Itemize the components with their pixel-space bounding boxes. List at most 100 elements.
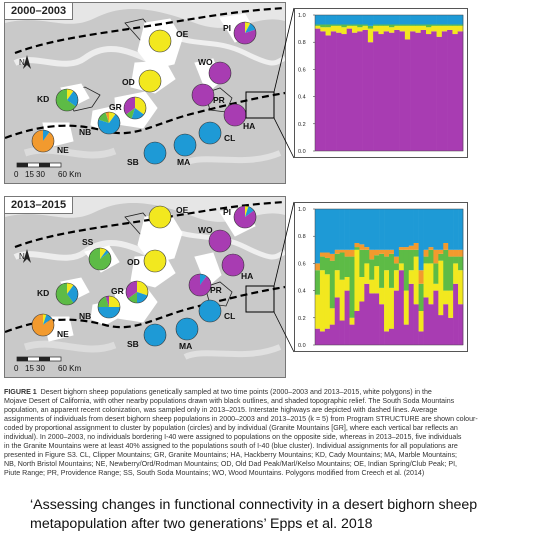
bar-segment-blue — [428, 209, 434, 248]
bar-segment-blue — [452, 15, 459, 25]
bar-segment-yellow — [453, 263, 459, 284]
pie-slice-green — [56, 89, 76, 111]
bar-segment-blue — [315, 15, 321, 25]
bar-segment-blue — [457, 15, 464, 25]
bar-segment-purple — [357, 31, 363, 151]
bar-segment-green — [404, 24, 411, 26]
bar-segment-purple — [420, 29, 427, 151]
svg-text:15: 15 — [25, 364, 34, 373]
bar-segment-yellow — [389, 287, 395, 329]
bar-segment-green — [325, 24, 332, 28]
zoom-connectors — [245, 7, 295, 353]
bar-segment-blue — [399, 15, 406, 25]
bar-segment-blue — [324, 209, 331, 253]
bar-segment-purple — [364, 283, 370, 345]
bar-segment-yellow — [341, 27, 348, 35]
pie-slice-purple — [105, 296, 109, 307]
bar-segment-blue — [436, 15, 443, 25]
bar-segment-purple — [441, 31, 448, 151]
bar-segment-orange — [359, 244, 365, 250]
population-pie-pr: PR — [188, 273, 222, 297]
y-tick-label: 0.2 — [298, 122, 306, 128]
bar-segment-orange — [334, 249, 340, 254]
map-2013-2015: N OE PI SS OD WO KD GR PR HA NB CL NE SB MA 0 15 30 6… — [5, 197, 285, 373]
bar-segment-purple — [389, 32, 395, 151]
bar-segment-green — [428, 249, 434, 264]
population-pie-cl: CL — [198, 121, 235, 145]
bar-segment-orange — [389, 249, 395, 254]
bar-segment-green — [415, 24, 422, 26]
pie-slice-blue — [98, 307, 120, 318]
pie-slice-green — [98, 296, 109, 307]
bar-segment-green — [443, 249, 449, 291]
pie-slice-orange — [31, 314, 54, 336]
bar-segment-green — [349, 256, 355, 318]
pie-slice-yellow — [149, 206, 171, 228]
population-pie-gr: GR — [111, 280, 149, 304]
bar-segment-yellow — [431, 25, 437, 32]
bar-segment-purple — [315, 28, 321, 152]
bar-segment-green — [329, 260, 336, 309]
y-tick-label: 0.2 — [298, 316, 306, 322]
pie-slice-blue — [131, 108, 144, 119]
bar-segment-yellow — [334, 270, 340, 298]
bar-segment-blue — [369, 209, 375, 250]
bar-segment-yellow — [457, 25, 464, 32]
bar-segment-green — [373, 24, 379, 26]
population-pie-nb: NB — [79, 111, 121, 137]
bar-segment-orange — [433, 249, 439, 264]
bar-segment-blue — [438, 209, 444, 250]
bar-segment-green — [384, 256, 390, 271]
bar-segment-purple — [423, 297, 429, 345]
bar-segment-yellow — [359, 277, 365, 302]
map-panel-2013-2015: N OE PI SS OD WO KD GR PR HA NB CL NE SB MA 0 15 30 6… — [4, 196, 286, 378]
bar-segment-blue — [320, 15, 326, 25]
svg-text:N: N — [19, 252, 25, 261]
bar-segment-blue — [379, 209, 385, 250]
bar-segment-purple — [369, 293, 375, 345]
bar-segment-yellow — [410, 25, 416, 32]
bar-segment-green — [357, 24, 363, 28]
bar-segment-green — [315, 24, 321, 26]
bar-segment-green — [378, 24, 385, 26]
bar-segment-yellow — [448, 290, 454, 318]
bar-segment-green — [369, 259, 375, 280]
bar-segment-orange — [369, 249, 375, 260]
bar-segment-green — [389, 253, 395, 288]
bar-segment-yellow — [324, 274, 331, 329]
bar-segment-yellow — [320, 27, 326, 32]
bar-segment-blue — [394, 15, 400, 25]
bar-segment-green — [354, 247, 360, 250]
bar-segment-purple — [330, 31, 337, 151]
population-pie-pr: PR — [191, 83, 225, 107]
pie-slice-purple — [224, 104, 246, 126]
bar-segment-green — [452, 24, 459, 26]
bar-segment-blue — [352, 15, 358, 25]
y-tick-label: 0.8 — [298, 234, 306, 240]
bar-segment-yellow — [357, 27, 363, 32]
bar-segment-blue — [389, 209, 395, 250]
bar-segment-green — [393, 263, 400, 271]
population-label: SB — [127, 339, 139, 349]
bar-segment-blue — [393, 209, 400, 257]
bar-segment-purple — [378, 34, 385, 151]
bar-segment-blue — [398, 209, 405, 248]
bar-segment-green — [320, 24, 326, 28]
bar-segment-yellow — [344, 277, 350, 291]
north-arrow: N — [19, 249, 31, 263]
bar-segment-purple — [334, 297, 340, 345]
y-tick-label: 0.6 — [298, 67, 306, 73]
pie-slice-blue — [144, 324, 166, 346]
y-tick-label: 1.0 — [298, 207, 306, 213]
bar-segment-purple — [346, 28, 353, 152]
population-pie-ma: MA — [175, 317, 199, 351]
bar-segment-blue — [408, 209, 414, 246]
bar-segment-blue — [378, 15, 385, 25]
population-label: NE — [57, 329, 69, 339]
population-label: KD — [37, 94, 49, 104]
bar-segment-purple — [325, 35, 332, 151]
bar-segment-green — [352, 24, 358, 26]
population-pie-pi: PI — [223, 205, 257, 229]
bar-segment-yellow — [389, 27, 395, 33]
bar-segment-orange — [418, 270, 424, 284]
